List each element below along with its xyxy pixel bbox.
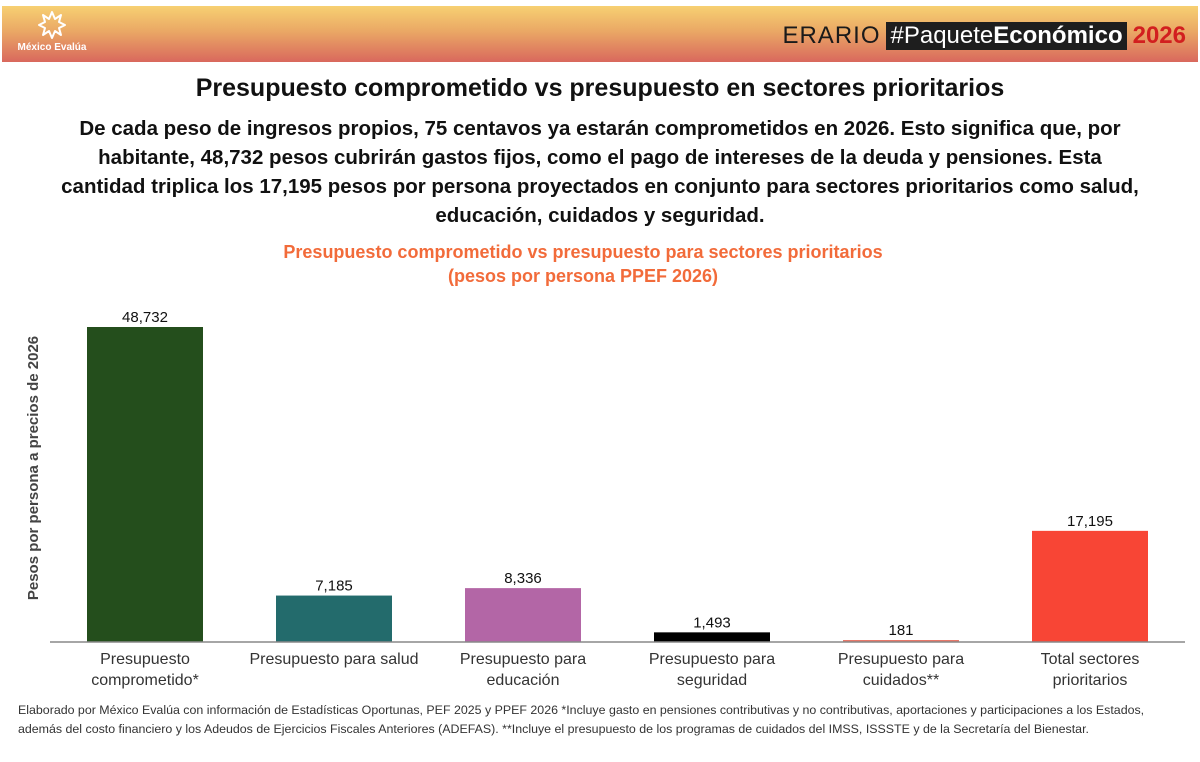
page-subtitle: De cada peso de ingresos propios, 75 cen…: [61, 117, 1139, 227]
data-label-2: 8,336: [504, 570, 542, 587]
header-banner: México Evalúa ERARIO #PaqueteEconómico 2…: [2, 6, 1198, 62]
x-tick-label-4-0: Presupuesto para: [838, 651, 964, 668]
data-label-0: 48,732: [122, 309, 168, 326]
data-label-3: 1,493: [693, 614, 731, 631]
brand-year: 2026: [1132, 22, 1186, 49]
erario-brand: ERARIO #PaqueteEconómico 2026: [782, 22, 1186, 50]
x-tick-label-2-0: Presupuesto para: [460, 651, 586, 668]
x-tick-label-5-1: prioritarios: [1053, 672, 1128, 689]
bar-chart: Pesos por persona a precios de 2026 48,7…: [25, 309, 1185, 689]
data-label-4: 181: [888, 622, 913, 639]
bar-0: [87, 327, 203, 642]
y-axis-label: Pesos por persona a precios de 2026: [25, 336, 42, 600]
page-title: Presupuesto comprometido vs presupuesto …: [195, 74, 1005, 102]
star-burst-icon: [38, 11, 66, 39]
chart-title: Presupuesto comprometido vs presupuesto …: [0, 240, 1166, 288]
brand-hash: #Paquete: [890, 22, 994, 49]
brand-erario: ERARIO: [782, 22, 881, 49]
footnote: Elaborado por México Evalúa con informac…: [18, 703, 1145, 736]
bar-5: [1032, 530, 1148, 642]
bar-3: [654, 632, 770, 642]
x-tick-label-4-1: cuidados**: [863, 672, 940, 689]
x-tick-label-3-0: Presupuesto para: [649, 651, 775, 668]
chart-title-line1: Presupuesto comprometido vs presupuesto …: [283, 242, 883, 262]
x-tick-label-5-0: Total sectores: [1041, 651, 1140, 668]
x-tick-label-1-0: Presupuesto para salud: [250, 651, 419, 668]
brand-hashtag: #PaqueteEconómico: [886, 22, 1127, 50]
mexico-evalua-logo: México Evalúa: [12, 10, 92, 53]
logo-label: México Evalúa: [17, 42, 87, 53]
x-tick-label-3-1: seguridad: [677, 672, 747, 689]
bar-1: [276, 595, 392, 642]
data-label-5: 17,195: [1067, 513, 1113, 530]
data-label-1: 7,185: [315, 578, 353, 595]
x-tick-label-0-1: comprometido*: [91, 672, 199, 689]
chart-title-line2: (pesos por persona PPEF 2026): [447, 266, 719, 286]
bar-4: [843, 640, 959, 642]
brand-bold: Económico: [993, 22, 1123, 49]
bar-2: [465, 588, 581, 642]
x-tick-label-2-1: educación: [487, 672, 560, 689]
x-tick-label-0-0: Presupuesto: [100, 651, 190, 668]
